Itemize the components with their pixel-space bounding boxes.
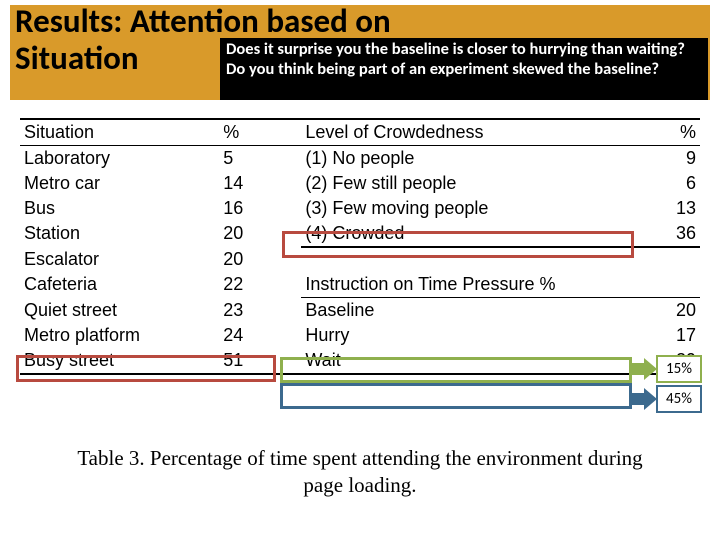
situation-cell: Quiet street (20, 298, 219, 324)
situation-pct: 23 (219, 298, 301, 324)
badge-green-value: 15% (656, 355, 702, 383)
highlight-wait (280, 383, 632, 409)
situation-cell: Station (20, 221, 219, 247)
badge-wait-delta: 45% (632, 385, 702, 413)
situation-cell: Laboratory (20, 146, 219, 171)
timepressure-pct: 17 (630, 323, 700, 348)
situation-pct: 14 (219, 171, 301, 196)
highlight-hurry (280, 357, 632, 383)
crowd-pct: 6 (630, 171, 700, 196)
situation-pct: 16 (219, 196, 301, 221)
crowd-cell: (2) Few still people (301, 171, 629, 196)
situation-pct: 24 (219, 323, 301, 348)
question-callout: Does it surprise you the baseline is clo… (220, 38, 708, 100)
badge-hurry-delta: 15% (632, 355, 702, 383)
timepressure-header: Instruction on Time Pressure % (301, 272, 700, 298)
situation-cell: Escalator (20, 247, 219, 272)
highlight-crowded (282, 231, 634, 258)
header-crowdedness-pct: % (630, 120, 700, 146)
timepressure-cell: Hurry (301, 323, 629, 348)
crowd-pct: 13 (630, 196, 700, 221)
timepressure-pct: 20 (630, 298, 700, 324)
crowd-cell: (1) No people (301, 146, 629, 171)
question-text: Does it surprise you the baseline is clo… (226, 40, 702, 80)
situation-cell: Bus (20, 196, 219, 221)
situation-cell: Cafeteria (20, 272, 219, 298)
table-caption: Table 3. Percentage of time spent attend… (70, 445, 650, 500)
badge-blue-value: 45% (656, 385, 702, 413)
arrow-right-icon (632, 386, 658, 412)
arrow-right-icon (632, 356, 658, 382)
crowd-pct: 36 (630, 221, 700, 247)
situation-pct: 22 (219, 272, 301, 298)
header-situation-pct: % (219, 120, 301, 146)
highlight-busy-street (16, 355, 276, 382)
situation-cell: Metro car (20, 171, 219, 196)
situation-pct: 5 (219, 146, 301, 171)
timepressure-cell: Baseline (301, 298, 629, 324)
situation-cell: Metro platform (20, 323, 219, 348)
crowd-cell: (3) Few moving people (301, 196, 629, 221)
header-situation: Situation (20, 120, 219, 146)
crowd-pct: 9 (630, 146, 700, 171)
header-crowdedness: Level of Crowdedness (301, 120, 629, 146)
